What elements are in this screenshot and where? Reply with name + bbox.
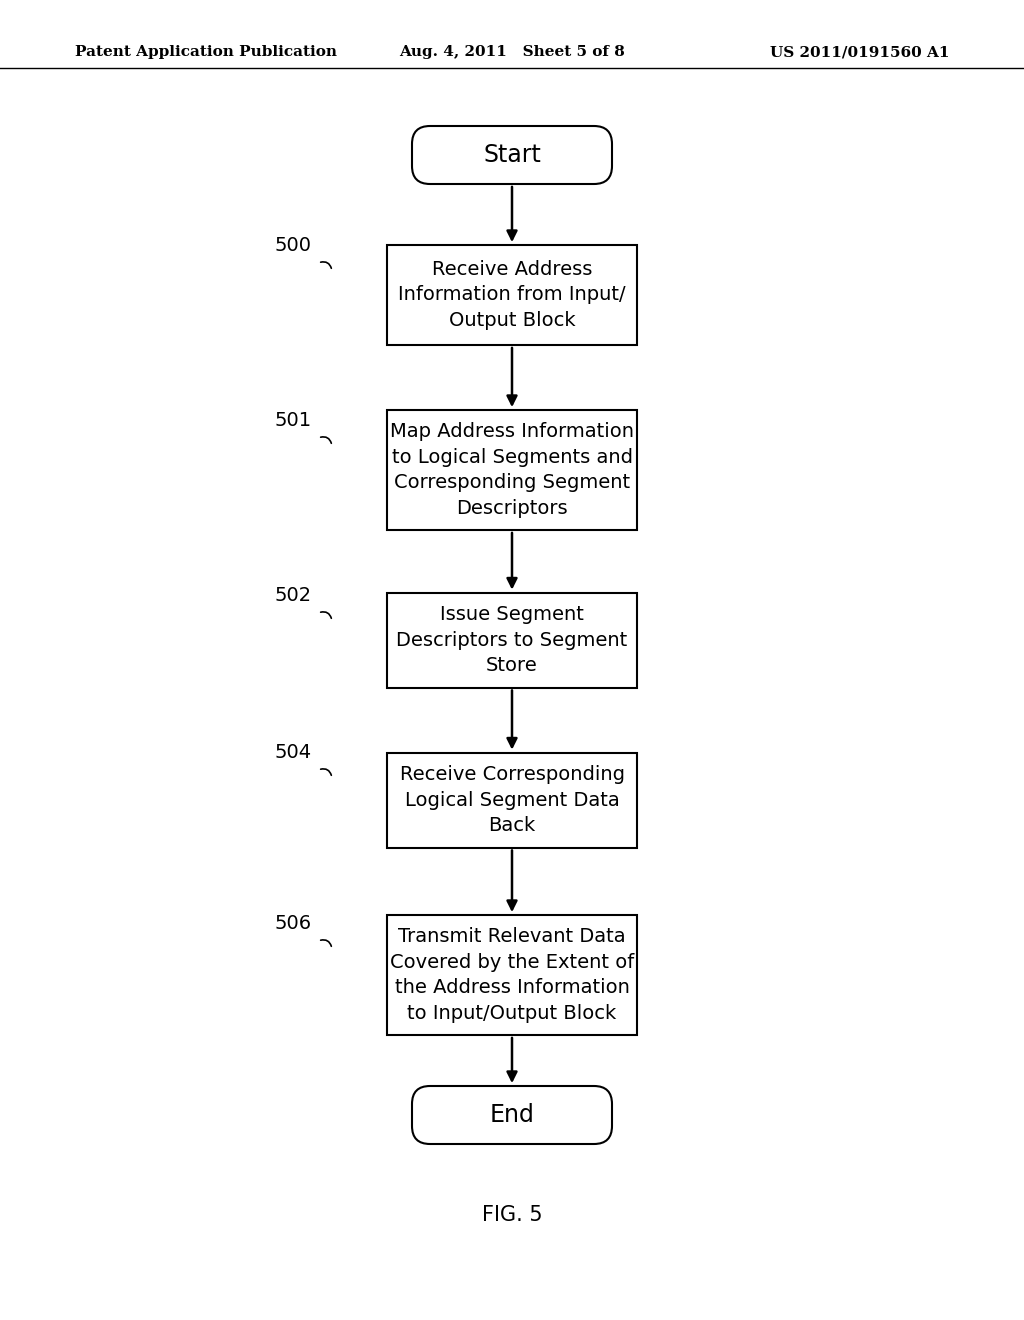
Bar (387, 411, 637, 531)
Text: Receive Corresponding
Logical Segment Data
Back: Receive Corresponding Logical Segment Da… (399, 764, 625, 836)
Text: 501: 501 (274, 411, 312, 430)
Text: FIG. 5: FIG. 5 (481, 1205, 543, 1225)
Text: Map Address Information
to Logical Segments and
Corresponding Segment
Descriptor: Map Address Information to Logical Segme… (390, 422, 634, 519)
Text: Receive Address
Information from Input/
Output Block: Receive Address Information from Input/ … (398, 260, 626, 330)
Text: 502: 502 (274, 586, 312, 605)
Text: Patent Application Publication: Patent Application Publication (75, 45, 337, 59)
Text: Aug. 4, 2011   Sheet 5 of 8: Aug. 4, 2011 Sheet 5 of 8 (399, 45, 625, 59)
Text: 504: 504 (274, 743, 312, 762)
Text: Start: Start (483, 143, 541, 168)
Bar (387, 752, 637, 847)
FancyBboxPatch shape (412, 1086, 612, 1144)
Bar (387, 593, 637, 688)
FancyBboxPatch shape (412, 125, 612, 183)
Text: 500: 500 (275, 236, 312, 255)
Text: Transmit Relevant Data
Covered by the Extent of
the Address Information
to Input: Transmit Relevant Data Covered by the Ex… (390, 927, 634, 1023)
Text: 506: 506 (274, 913, 312, 933)
Bar (387, 246, 637, 345)
Bar (387, 915, 637, 1035)
Text: US 2011/0191560 A1: US 2011/0191560 A1 (770, 45, 950, 59)
Text: End: End (489, 1104, 535, 1127)
Text: Issue Segment
Descriptors to Segment
Store: Issue Segment Descriptors to Segment Sto… (396, 605, 628, 676)
